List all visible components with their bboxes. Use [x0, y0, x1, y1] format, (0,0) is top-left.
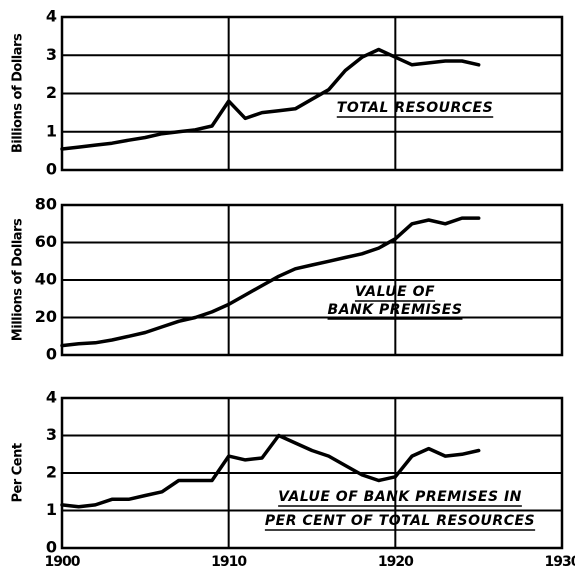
- y-tick-label: 0: [46, 538, 57, 557]
- y-axis-label: Per Cent: [11, 443, 26, 502]
- y-tick-label: 4: [46, 388, 57, 407]
- annotation: VALUE OF: [355, 284, 435, 300]
- y-tick-label: 0: [46, 160, 57, 179]
- y-tick-label: 0: [46, 345, 57, 364]
- y-tick-label: 1: [46, 121, 57, 140]
- annotation: BANK PREMISES: [328, 302, 463, 318]
- x-tick-label: 1930: [545, 554, 575, 570]
- x-tick-label: 1900: [45, 554, 81, 570]
- y-tick-label: 1: [46, 500, 57, 519]
- y-axis-label: Millions of Dollars: [11, 218, 26, 341]
- y-tick-label: 80: [35, 195, 57, 214]
- data-line: [60, 433, 481, 509]
- data-line: [60, 216, 481, 348]
- x-tick-label: 1910: [211, 554, 247, 570]
- y-tick-label: 40: [35, 270, 57, 289]
- x-tick-label: 1920: [378, 554, 414, 570]
- y-tick-label: 3: [46, 45, 57, 64]
- y-tick-label: 4: [46, 7, 57, 26]
- y-tick-label: 2: [46, 463, 57, 482]
- y-axis-label: Billions of Dollars: [11, 33, 26, 153]
- data-line: [60, 47, 481, 151]
- annotation: PER CENT OF TOTAL RESOURCES: [265, 513, 535, 529]
- annotation: TOTAL RESOURCES: [337, 100, 493, 116]
- y-tick-label: 2: [46, 83, 57, 102]
- annotation: VALUE OF BANK PREMISES IN: [278, 489, 522, 505]
- y-tick-label: 3: [46, 425, 57, 444]
- y-tick-label: 20: [35, 307, 57, 326]
- y-tick-label: 60: [35, 232, 57, 251]
